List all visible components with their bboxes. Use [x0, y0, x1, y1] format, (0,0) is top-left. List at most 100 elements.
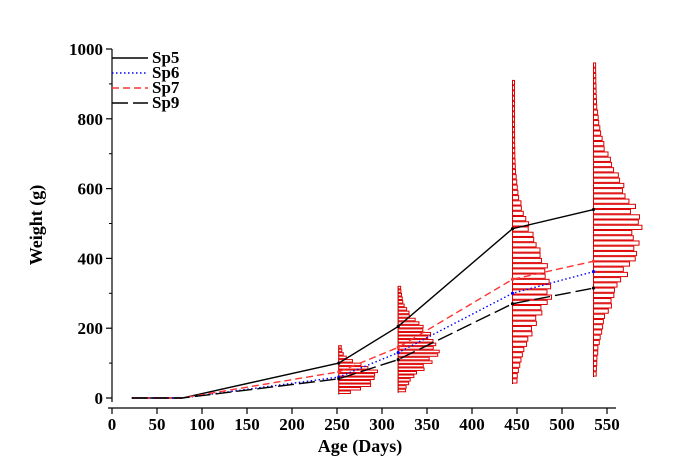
histogram-bar: [593, 167, 615, 173]
x-tick-label: 500: [549, 415, 575, 434]
distribution-445: [512, 79, 553, 385]
histogram-bar: [512, 268, 546, 274]
histogram-bar: [593, 256, 636, 262]
histogram-bar: [512, 106, 516, 112]
histogram-bar: [593, 188, 623, 194]
histogram-bar: [512, 346, 525, 353]
histogram-bar: [593, 156, 611, 162]
histogram-bar: [397, 346, 434, 350]
histogram-bar: [512, 216, 527, 222]
histogram-bar: [593, 371, 597, 377]
histogram-bar: [512, 341, 528, 347]
histogram-bar: [512, 111, 516, 117]
series-layer: [131, 207, 596, 399]
histogram-bar: [512, 189, 519, 196]
histogram-bar: [397, 349, 440, 354]
histogram-bar: [512, 210, 524, 217]
x-tick-label: 350: [414, 415, 440, 434]
histogram-bar: [512, 357, 522, 363]
histogram-bar: [512, 90, 516, 96]
histogram-bar: [512, 367, 519, 374]
axes: 0 200 400 600 800 1000 0 50 100 150 200 250 300 350 40…: [69, 40, 620, 434]
histogram-bar: [397, 360, 433, 364]
histogram-bar: [512, 195, 520, 201]
histogram-bar: [512, 95, 516, 101]
legend-label-sp5: Sp5: [152, 48, 179, 67]
histogram-bar: [512, 278, 550, 285]
x-tick-label: 400: [459, 415, 485, 434]
histogram-bar: [512, 179, 518, 185]
histogram-bar: [397, 328, 424, 332]
x-tick-label: 250: [324, 415, 350, 434]
histogram-bar: [338, 380, 371, 384]
histogram-bar: [593, 83, 597, 89]
histogram-bar: [593, 345, 599, 351]
histogram-bar: [397, 342, 437, 347]
histogram-bar: [397, 307, 408, 311]
histogram-bar: [397, 339, 434, 343]
histogram-bar: [593, 78, 597, 84]
histogram-bar: [593, 125, 601, 131]
histogram-bar: [593, 282, 618, 288]
series-sp5-point: [337, 361, 341, 365]
series-sp9-point: [510, 302, 515, 306]
histogram-bar: [593, 177, 621, 183]
histogram-bar: [512, 325, 532, 332]
histogram-bar: [338, 348, 343, 353]
histogram-bar: [512, 336, 529, 342]
x-tick-label: 150: [234, 415, 260, 434]
series-sp9-line: [131, 287, 594, 399]
histogram-bar: [338, 345, 342, 349]
histogram-bar: [512, 174, 517, 180]
histogram-bar: [338, 355, 347, 360]
histogram-bar: [593, 277, 622, 283]
histogram-bar: [338, 390, 351, 395]
series-sp7-point: [510, 277, 515, 281]
histogram-bar: [593, 114, 599, 121]
histogram-bar: [397, 363, 424, 368]
histogram-bar: [593, 219, 639, 225]
histogram-bar: [512, 315, 537, 321]
histogram-bar: [593, 135, 603, 141]
histogram-bar: [593, 355, 598, 361]
histogram-bar: [338, 352, 344, 356]
y-tick-label: 800: [78, 110, 104, 129]
histogram-bar: [512, 163, 516, 169]
histogram-bar: [512, 153, 516, 159]
histogram-bar: [593, 67, 597, 73]
histogram-bar: [593, 146, 605, 152]
histogram-bar: [397, 285, 402, 290]
histogram-bar: [397, 300, 404, 304]
histogram-bar: [397, 296, 403, 301]
histogram-bar: [593, 120, 600, 126]
histogram-bar: [397, 321, 420, 325]
histogram-bar: [397, 289, 402, 293]
histogram-bar: [338, 369, 379, 374]
histogram-bar: [593, 350, 599, 356]
histogram-bar: [512, 121, 516, 128]
histogram-bar: [593, 339, 600, 346]
histogram-bar: [397, 367, 425, 371]
histogram-bar: [338, 383, 372, 388]
histogram-bar: [512, 310, 543, 316]
x-tick-label: 300: [369, 415, 395, 434]
histogram-bar: [512, 252, 541, 258]
histogram-bar: [338, 362, 362, 367]
histogram-bar: [397, 353, 439, 357]
histogram-bar: [512, 100, 516, 107]
histogram-bar: [512, 257, 543, 264]
histogram-bar: [593, 172, 619, 178]
histogram-bar: [593, 313, 605, 319]
y-tick-label: 0: [95, 389, 104, 408]
x-axis-title: Age (Days): [318, 436, 402, 457]
histogram-bar: [593, 235, 634, 241]
histogram-bar: [593, 62, 597, 68]
histogram-bar: [512, 168, 517, 175]
histogram-bar: [397, 388, 407, 393]
histogram-bar: [512, 158, 516, 164]
histogram-bar: [512, 320, 537, 326]
histogram-bar: [593, 130, 602, 136]
histogram-bar: [593, 99, 597, 105]
